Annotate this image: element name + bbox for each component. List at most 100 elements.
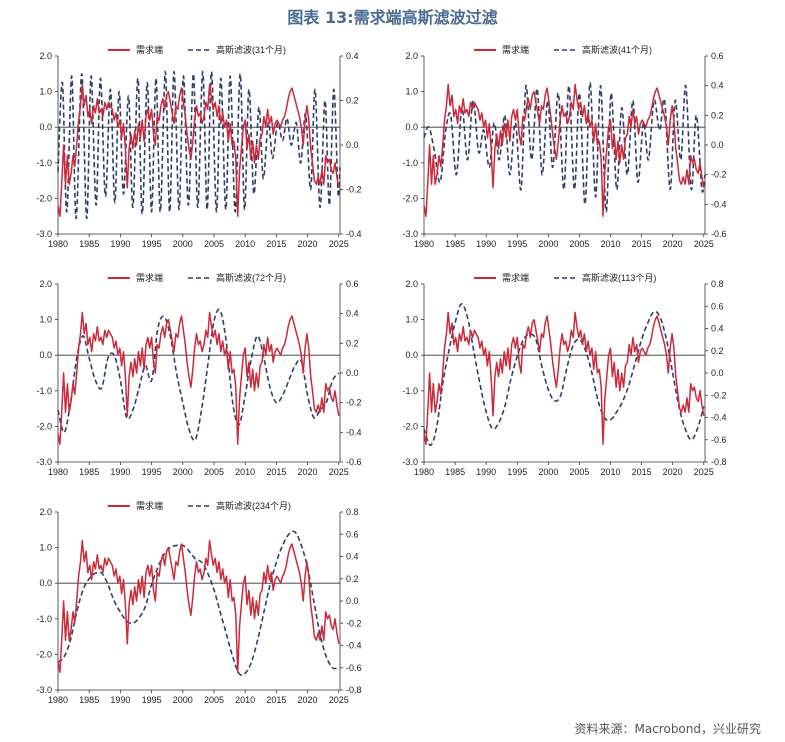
x-tick-label: 2025: [694, 467, 714, 477]
left-tick-label: -1.0: [36, 386, 52, 396]
right-tick-label: 0.0: [346, 140, 359, 150]
demand-series-line: [423, 83, 705, 217]
right-tick-label: 0.6: [711, 301, 724, 311]
x-tick-label: 1995: [142, 239, 162, 249]
left-tick-label: -3.0: [36, 229, 52, 239]
x-tick-label: 2020: [663, 239, 683, 249]
x-tick-label: 1985: [79, 239, 99, 249]
right-tick-label: 0.0: [711, 140, 724, 150]
left-tick-label: -2.0: [36, 649, 52, 659]
x-tick-label: 1990: [476, 239, 496, 249]
x-tick-label: 2025: [329, 239, 349, 249]
x-tick-label: 1980: [48, 695, 68, 705]
legend-demand-label: 需求端: [502, 44, 529, 55]
x-tick-label: 2005: [569, 239, 589, 249]
right-tick-label: 0.4: [711, 324, 724, 334]
x-tick-label: 2010: [235, 467, 255, 477]
demand-series-line: [57, 311, 340, 445]
filter-series-line: [57, 308, 340, 442]
x-tick-label: 2015: [266, 467, 286, 477]
x-tick-label: 2005: [204, 239, 224, 249]
left-tick-label: 0.0: [39, 122, 52, 132]
demand-series-line: [57, 83, 340, 217]
chart-panel-72m: 2.0 1.0 0.0 -1.0 -2.0 -3.0 0.6 0.4 0.2 0.0 -0.2 -0.…: [36, 272, 362, 477]
left-tick-label: -3.0: [36, 685, 52, 695]
left-tick-label: -2.0: [36, 421, 52, 431]
right-tick-label: -0.4: [711, 413, 727, 423]
right-tick-label: 0.6: [346, 279, 359, 289]
left-tick-label: 1.0: [39, 87, 52, 97]
left-tick-label: 1.0: [405, 315, 418, 325]
right-tick-label: -0.2: [346, 618, 362, 628]
x-tick-label: 1995: [142, 695, 162, 705]
x-tick-label: 1990: [110, 695, 130, 705]
x-tick-label: 2000: [538, 239, 558, 249]
x-tick-label: 1980: [48, 467, 68, 477]
left-tick-label: -1.0: [36, 614, 52, 624]
right-tick-label: 0.2: [711, 110, 724, 120]
x-tick-label: 1985: [79, 695, 99, 705]
right-tick-label: -0.4: [346, 427, 362, 437]
x-tick-label: 2000: [173, 239, 193, 249]
right-tick-label: 0.4: [346, 552, 359, 562]
right-tick-label: 0.0: [711, 368, 724, 378]
source-note: 资料来源：Macrobond，兴业研究: [574, 722, 762, 736]
legend-filter-label: 高斯滤波(72个月): [216, 272, 286, 283]
x-tick-label: 1990: [476, 467, 496, 477]
left-tick-label: 1.0: [39, 315, 52, 325]
left-tick-label: 2.0: [39, 51, 52, 61]
x-tick-label: 1990: [110, 467, 130, 477]
right-tick-label: -0.6: [711, 229, 727, 239]
chart-panel-113m: 2.0 1.0 0.0 -1.0 -2.0 -3.0 0.8 0.6 0.4 0.2 0.0 -0.2…: [402, 272, 727, 477]
x-tick-label: 2025: [329, 695, 349, 705]
left-tick-label: 0.0: [39, 578, 52, 588]
x-tick-label: 2015: [266, 695, 286, 705]
x-tick-label: 2020: [298, 467, 318, 477]
filter-series-line: [57, 530, 339, 676]
x-tick-label: 2010: [600, 239, 620, 249]
legend-demand-label: 需求端: [502, 272, 529, 283]
x-tick-label: 2020: [298, 239, 318, 249]
right-tick-label: 0.6: [346, 529, 359, 539]
chart-panel-234m: 2.0 1.0 0.0 -1.0 -2.0 -3.0 0.8 0.6 0.4 0.2 0.0 -0.2…: [36, 500, 362, 705]
right-tick-label: -0.2: [711, 170, 727, 180]
x-tick-label: 2005: [204, 695, 224, 705]
x-tick-label: 2020: [298, 695, 318, 705]
right-tick-label: 0.2: [711, 346, 724, 356]
x-tick-label: 2025: [694, 239, 714, 249]
left-tick-label: -1.0: [402, 158, 418, 168]
right-tick-label: -0.2: [346, 398, 362, 408]
x-tick-label: 1995: [507, 239, 527, 249]
legend-demand-label: 需求端: [136, 44, 163, 55]
right-tick-label: -0.4: [346, 229, 362, 239]
x-tick-label: 1995: [142, 467, 162, 477]
chart-panel-41m: 2.0 1.0 0.0 -1.0 -2.0 -3.0 0.6 0.4 0.2 0.0 -0.2 -0.…: [402, 44, 727, 249]
x-tick-label: 1985: [445, 467, 465, 477]
x-tick-label: 1990: [110, 239, 130, 249]
right-tick-label: -0.8: [346, 685, 362, 695]
right-tick-label: -0.4: [711, 199, 727, 209]
chart-panel-31m: 2.0 1.0 0.0 -1.0 -2.0 -3.0 0.4 0.2 0.0 -0.2 -0.4 19…: [36, 44, 362, 249]
left-tick-label: -3.0: [36, 457, 52, 467]
left-tick-label: -2.0: [402, 193, 418, 203]
right-tick-label: -0.6: [346, 663, 362, 673]
demand-series-line: [57, 539, 340, 673]
left-tick-label: 2.0: [39, 279, 52, 289]
filter-series-line: [423, 303, 705, 447]
x-tick-label: 2005: [569, 467, 589, 477]
legend-demand-label: 需求端: [136, 272, 163, 283]
x-tick-label: 2010: [600, 467, 620, 477]
right-tick-label: 0.8: [346, 507, 359, 517]
left-tick-label: 0.0: [39, 350, 52, 360]
right-tick-label: 0.0: [346, 596, 359, 606]
x-tick-label: 2015: [632, 239, 652, 249]
filter-series-line: [423, 81, 706, 213]
x-tick-label: 1980: [414, 239, 434, 249]
x-tick-label: 1980: [48, 239, 68, 249]
left-tick-label: 2.0: [405, 51, 418, 61]
x-tick-label: 1980: [414, 467, 434, 477]
x-tick-label: 2025: [329, 467, 349, 477]
left-tick-label: 0.0: [405, 350, 418, 360]
page-title: 图表 13:需求端高斯滤波过滤: [287, 8, 498, 27]
legend-demand-label: 需求端: [136, 500, 163, 511]
